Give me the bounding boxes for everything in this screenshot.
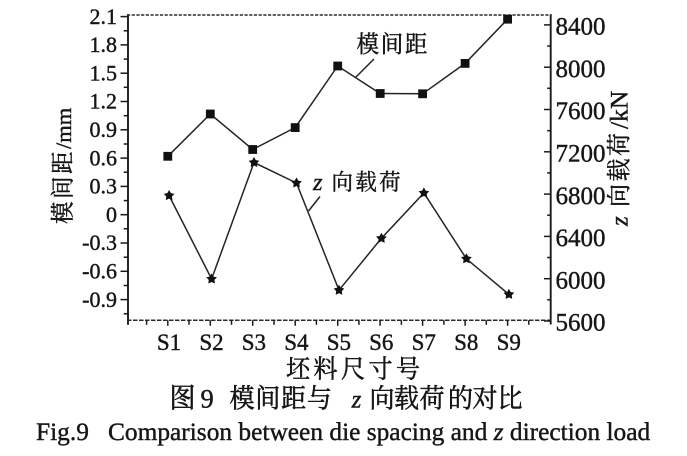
svg-text:0.9: 0.9 xyxy=(90,117,118,142)
svg-text:6800: 6800 xyxy=(556,183,606,210)
svg-text:7600: 7600 xyxy=(556,98,606,125)
svg-text:6000: 6000 xyxy=(556,267,606,294)
svg-text:/kN: /kN xyxy=(605,91,634,129)
svg-text:z: z xyxy=(351,387,362,414)
svg-text:Fig.9 Comparison between die: Fig.9 Comparison between die spacing and… xyxy=(36,418,651,446)
svg-text:S7: S7 xyxy=(412,330,436,355)
svg-text:-0.6: -0.6 xyxy=(82,259,117,284)
svg-text:z: z xyxy=(607,216,634,227)
svg-text:9: 9 xyxy=(201,384,214,414)
svg-text:-0.9: -0.9 xyxy=(82,287,117,312)
svg-text:S5: S5 xyxy=(327,330,351,355)
svg-text:1.8: 1.8 xyxy=(90,32,118,57)
svg-text:8400: 8400 xyxy=(556,14,606,41)
svg-text:S3: S3 xyxy=(242,330,266,355)
svg-text:0.3: 0.3 xyxy=(90,174,118,199)
svg-text:-0.3: -0.3 xyxy=(82,230,117,255)
svg-text:1.5: 1.5 xyxy=(90,60,118,85)
svg-text:0.6: 0.6 xyxy=(90,145,118,170)
svg-text:7200: 7200 xyxy=(556,141,606,168)
svg-text:S9: S9 xyxy=(497,330,521,355)
svg-text:0: 0 xyxy=(106,202,117,227)
svg-text:5600: 5600 xyxy=(556,310,606,337)
svg-text:1.2: 1.2 xyxy=(90,89,118,114)
svg-text:8000: 8000 xyxy=(556,56,606,83)
svg-text:/mm: /mm xyxy=(51,107,76,149)
svg-text:S2: S2 xyxy=(199,330,223,355)
svg-text:S1: S1 xyxy=(157,330,181,355)
svg-text:S6: S6 xyxy=(369,330,393,355)
svg-text:z: z xyxy=(312,169,323,196)
svg-text:6400: 6400 xyxy=(556,225,606,252)
svg-text:S8: S8 xyxy=(454,330,478,355)
svg-text:2.1: 2.1 xyxy=(90,4,118,29)
svg-text:S4: S4 xyxy=(284,330,309,355)
